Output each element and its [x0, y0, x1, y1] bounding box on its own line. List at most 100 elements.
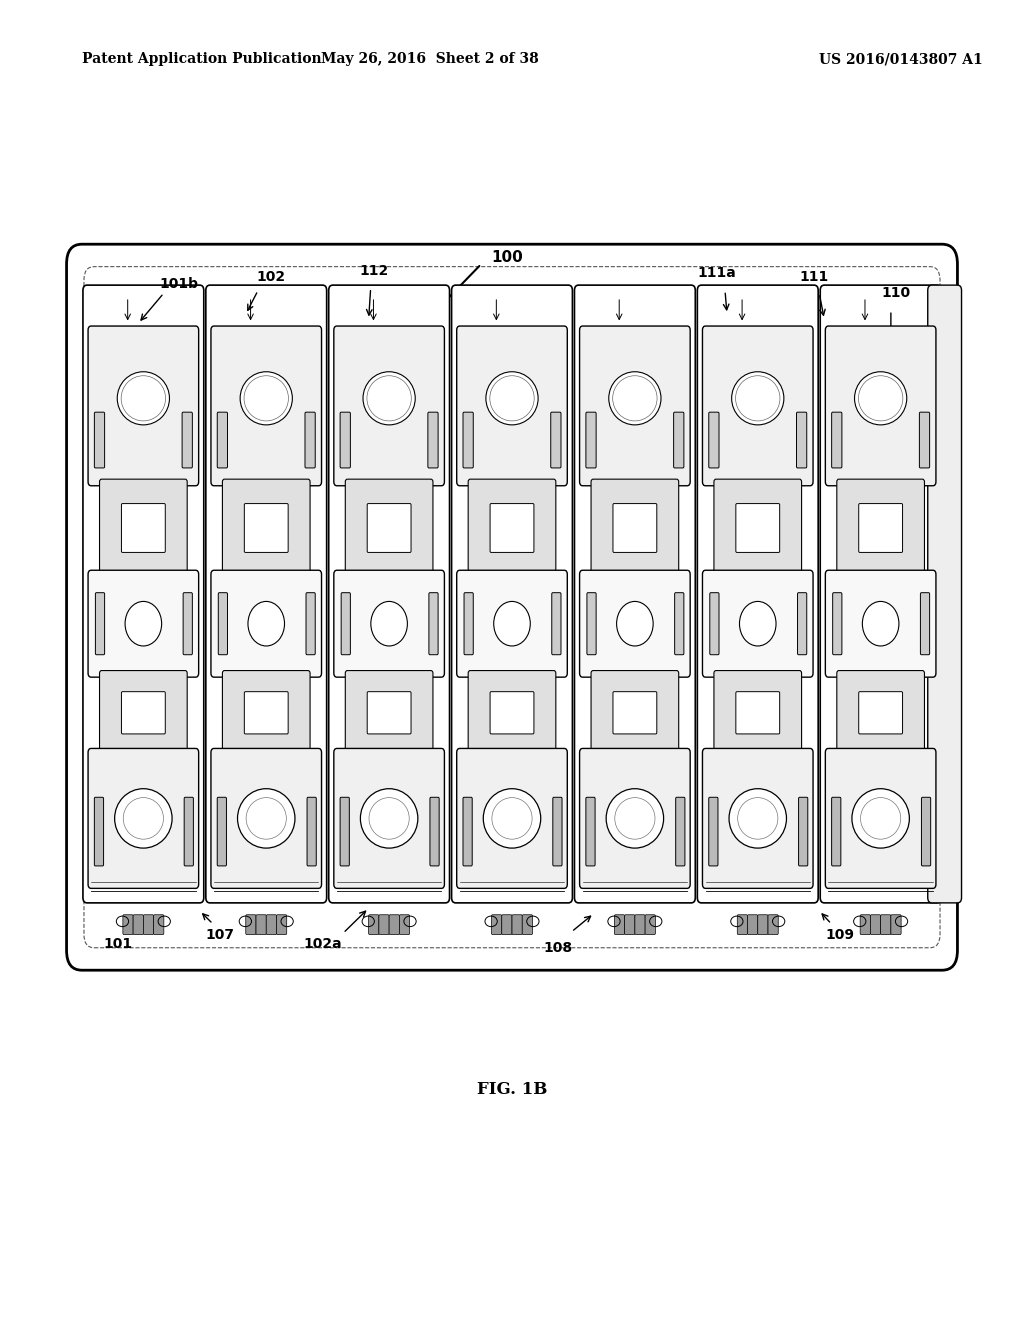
Ellipse shape	[360, 788, 418, 847]
FancyBboxPatch shape	[306, 593, 315, 655]
FancyBboxPatch shape	[340, 412, 350, 469]
FancyBboxPatch shape	[674, 412, 684, 469]
FancyBboxPatch shape	[859, 503, 902, 552]
FancyBboxPatch shape	[305, 412, 315, 469]
Ellipse shape	[238, 788, 295, 847]
FancyBboxPatch shape	[837, 479, 925, 577]
FancyBboxPatch shape	[737, 915, 748, 935]
FancyBboxPatch shape	[702, 748, 813, 888]
FancyBboxPatch shape	[182, 412, 193, 469]
FancyBboxPatch shape	[452, 285, 572, 903]
FancyBboxPatch shape	[635, 915, 645, 935]
Text: 112: 112	[359, 264, 388, 277]
Text: May 26, 2016  Sheet 2 of 38: May 26, 2016 Sheet 2 of 38	[322, 53, 539, 66]
Text: Patent Application Publication: Patent Application Publication	[82, 53, 322, 66]
FancyBboxPatch shape	[430, 797, 439, 866]
Text: 107: 107	[206, 928, 234, 941]
FancyBboxPatch shape	[143, 915, 154, 935]
FancyBboxPatch shape	[768, 915, 778, 935]
FancyBboxPatch shape	[797, 412, 807, 469]
Ellipse shape	[854, 372, 907, 425]
FancyBboxPatch shape	[94, 412, 104, 469]
FancyBboxPatch shape	[522, 915, 532, 935]
FancyBboxPatch shape	[184, 797, 194, 866]
Ellipse shape	[494, 602, 530, 645]
FancyBboxPatch shape	[211, 748, 322, 888]
Ellipse shape	[862, 602, 899, 645]
FancyBboxPatch shape	[758, 915, 768, 935]
FancyBboxPatch shape	[837, 671, 925, 755]
FancyBboxPatch shape	[463, 412, 473, 469]
FancyBboxPatch shape	[334, 326, 444, 486]
Ellipse shape	[606, 788, 664, 847]
FancyBboxPatch shape	[211, 570, 322, 677]
Ellipse shape	[608, 372, 662, 425]
FancyBboxPatch shape	[122, 692, 165, 734]
FancyBboxPatch shape	[825, 748, 936, 888]
FancyBboxPatch shape	[88, 570, 199, 677]
FancyBboxPatch shape	[457, 570, 567, 677]
FancyBboxPatch shape	[881, 915, 891, 935]
Text: 111: 111	[800, 271, 828, 284]
FancyBboxPatch shape	[245, 692, 288, 734]
FancyBboxPatch shape	[825, 326, 936, 486]
FancyBboxPatch shape	[490, 692, 534, 734]
FancyBboxPatch shape	[675, 593, 684, 655]
FancyBboxPatch shape	[217, 797, 226, 866]
FancyBboxPatch shape	[820, 285, 941, 903]
Text: 111a: 111a	[697, 267, 736, 280]
FancyBboxPatch shape	[502, 915, 512, 935]
FancyBboxPatch shape	[276, 915, 287, 935]
FancyBboxPatch shape	[553, 797, 562, 866]
FancyBboxPatch shape	[580, 326, 690, 486]
FancyBboxPatch shape	[831, 797, 841, 866]
FancyBboxPatch shape	[710, 593, 719, 655]
FancyBboxPatch shape	[122, 503, 165, 552]
FancyBboxPatch shape	[831, 412, 842, 469]
FancyBboxPatch shape	[399, 915, 410, 935]
FancyBboxPatch shape	[833, 593, 842, 655]
FancyBboxPatch shape	[307, 797, 316, 866]
FancyBboxPatch shape	[645, 915, 655, 935]
FancyBboxPatch shape	[183, 593, 193, 655]
FancyBboxPatch shape	[490, 503, 534, 552]
FancyBboxPatch shape	[928, 285, 962, 903]
Ellipse shape	[616, 602, 653, 645]
Text: 101b: 101b	[160, 277, 199, 290]
Text: 108: 108	[544, 941, 572, 954]
FancyBboxPatch shape	[133, 915, 143, 935]
FancyBboxPatch shape	[340, 797, 349, 866]
Text: FIG. 1B: FIG. 1B	[477, 1081, 547, 1097]
FancyBboxPatch shape	[870, 915, 881, 935]
FancyBboxPatch shape	[389, 915, 399, 935]
Ellipse shape	[362, 372, 416, 425]
FancyBboxPatch shape	[429, 593, 438, 655]
FancyBboxPatch shape	[222, 671, 310, 755]
FancyBboxPatch shape	[67, 244, 957, 970]
FancyBboxPatch shape	[922, 797, 931, 866]
FancyBboxPatch shape	[580, 570, 690, 677]
Text: US 2016/0143807 A1: US 2016/0143807 A1	[819, 53, 983, 66]
FancyBboxPatch shape	[676, 797, 685, 866]
Text: 102: 102	[257, 271, 286, 284]
FancyBboxPatch shape	[88, 748, 199, 888]
FancyBboxPatch shape	[552, 593, 561, 655]
FancyBboxPatch shape	[88, 326, 199, 486]
FancyBboxPatch shape	[702, 326, 813, 486]
FancyBboxPatch shape	[217, 412, 227, 469]
FancyBboxPatch shape	[211, 326, 322, 486]
FancyBboxPatch shape	[94, 797, 103, 866]
FancyBboxPatch shape	[256, 915, 266, 935]
FancyBboxPatch shape	[468, 479, 556, 577]
FancyBboxPatch shape	[860, 915, 870, 935]
FancyBboxPatch shape	[428, 412, 438, 469]
FancyBboxPatch shape	[95, 593, 104, 655]
FancyBboxPatch shape	[714, 671, 802, 755]
FancyBboxPatch shape	[329, 285, 450, 903]
FancyBboxPatch shape	[266, 915, 276, 935]
FancyBboxPatch shape	[83, 285, 204, 903]
Ellipse shape	[118, 372, 170, 425]
FancyBboxPatch shape	[369, 915, 379, 935]
Ellipse shape	[371, 602, 408, 645]
FancyBboxPatch shape	[586, 797, 595, 866]
